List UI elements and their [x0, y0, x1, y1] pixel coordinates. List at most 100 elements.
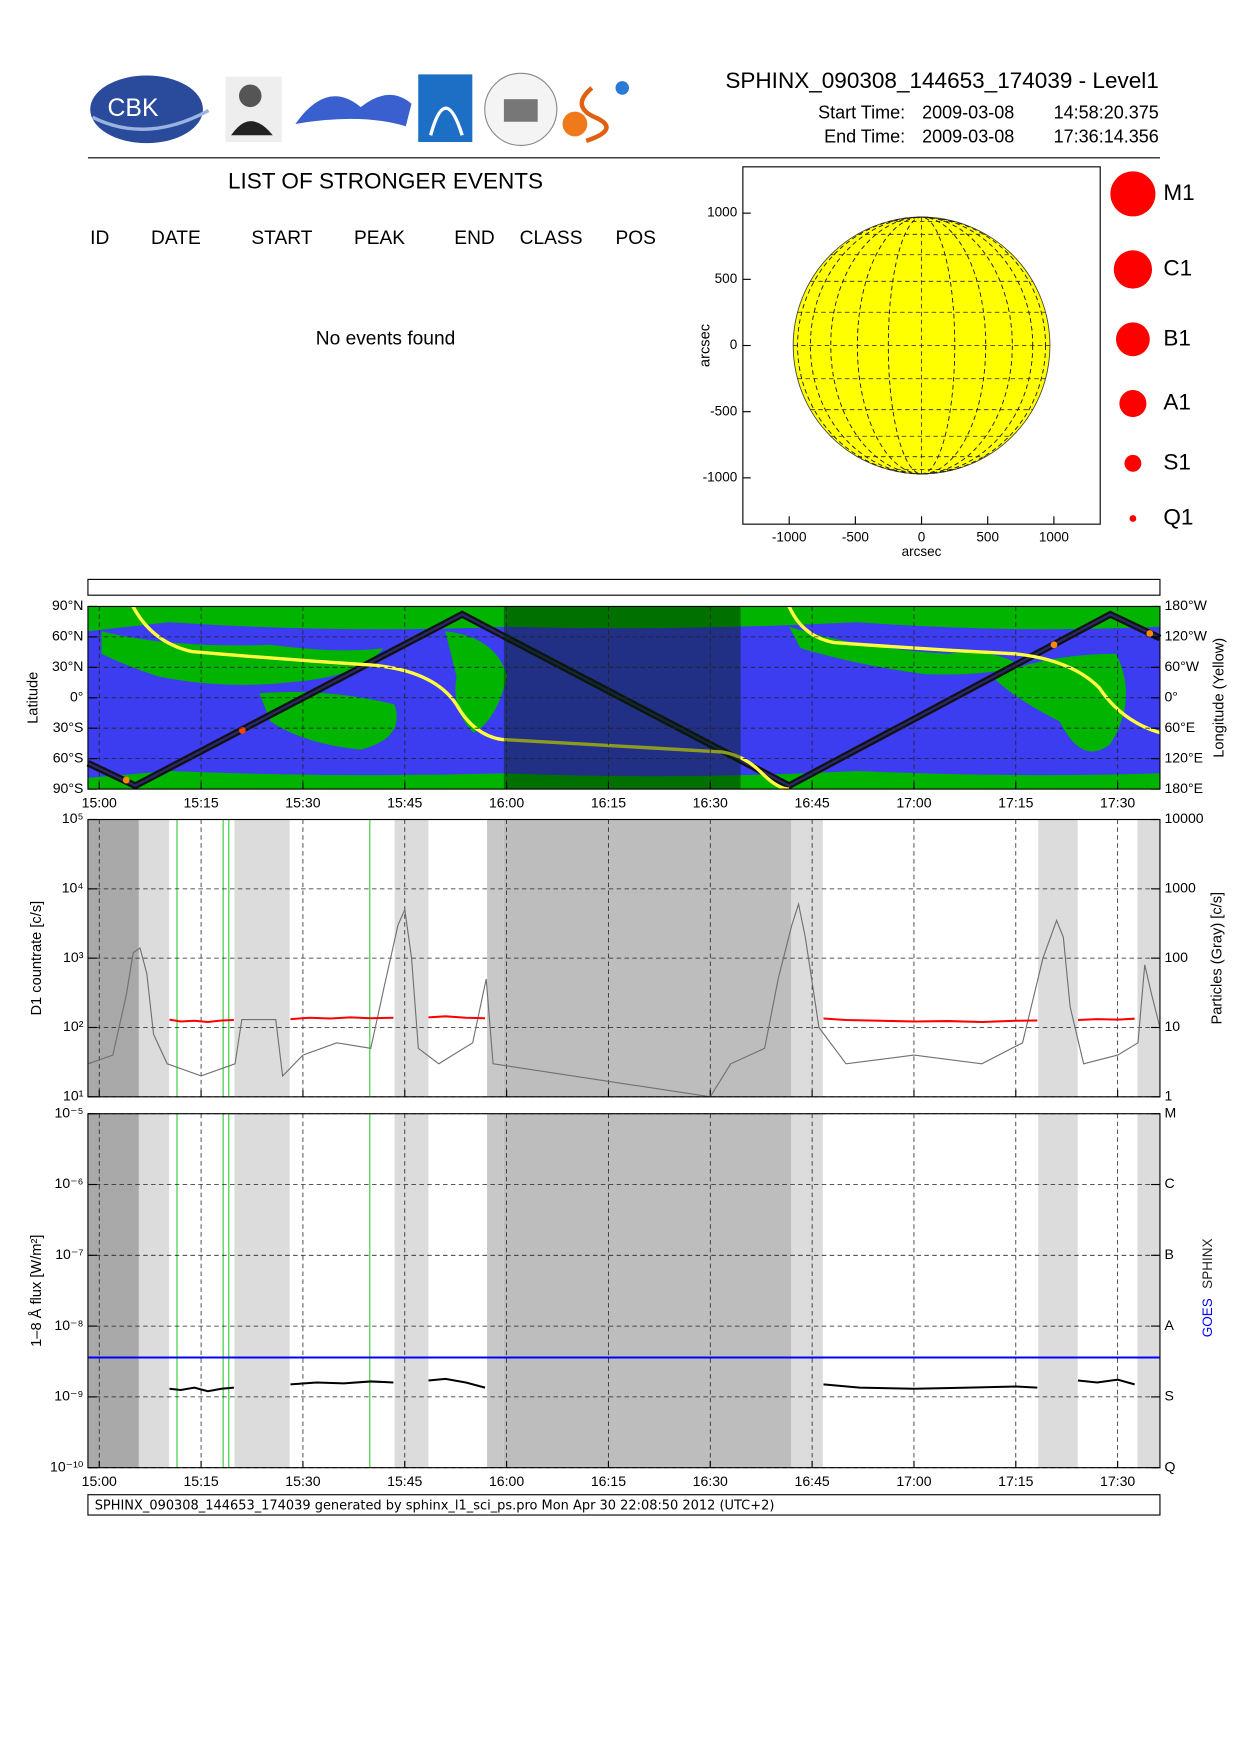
y2-axis-label: Longitude (Yellow): [1212, 638, 1228, 758]
y2-tick-label: 1: [1164, 1088, 1172, 1104]
legend-label: C1: [1163, 255, 1192, 280]
y2-tick-label: 1000: [1164, 880, 1195, 896]
y-axis-label: 1–8 Å flux [W/m²]: [28, 1235, 45, 1347]
y2-tick-label: 100: [1164, 949, 1188, 965]
logo-globe: [615, 81, 630, 95]
y-tick-label: 10⁻¹⁰: [50, 1458, 84, 1474]
shaded-interval: [503, 606, 741, 790]
logo-sun: [562, 111, 588, 137]
legend-symbol: [1110, 171, 1156, 217]
x-tick-label: 16:15: [591, 794, 626, 810]
x-tick-label: 15:30: [285, 794, 320, 810]
shaded-interval: [487, 1113, 504, 1468]
legend-label: A1: [1163, 390, 1191, 415]
meridian: [809, 216, 1034, 475]
shaded-interval: [234, 1113, 290, 1468]
x-tick-label: 16:30: [693, 1473, 728, 1489]
logo-s: [579, 86, 609, 144]
plot-frame: [742, 166, 1101, 525]
logo-head: [238, 84, 262, 108]
land: [445, 631, 508, 733]
track-dot: [1050, 641, 1058, 649]
land: [87, 606, 1160, 632]
x-tick-label: 16:45: [795, 794, 830, 810]
track-dot: [1146, 630, 1154, 637]
logo-arc-line: [428, 106, 464, 136]
y2-tick-label: 10000: [1164, 810, 1203, 826]
y-tick-label: 90°N: [52, 597, 83, 613]
y-tick-label: 10⁻⁹: [54, 1388, 83, 1404]
x-tick-label: 0: [918, 529, 926, 544]
footer: SPHINX_090308_144653_174039 generated by…: [95, 1499, 775, 1514]
y-tick-label: 10²: [63, 1018, 84, 1034]
y2-tick-label: Q: [1164, 1458, 1175, 1474]
x-tick-label: 15:15: [183, 794, 218, 810]
y2-tick-label: 60°E: [1164, 719, 1195, 735]
report-title: SPHINX_090308_144653_174039 - Level1: [725, 68, 1158, 93]
y-tick-label: 60°N: [52, 628, 83, 644]
y-tick-label: 30°N: [52, 658, 83, 674]
meridian: [830, 216, 1013, 475]
y-tick-label: 10⁻⁸: [54, 1317, 83, 1333]
y-tick-label: 1000: [707, 205, 737, 220]
land: [87, 771, 1160, 790]
empty-box: [87, 578, 1161, 596]
events-message: No events found: [316, 328, 456, 349]
y-tick-label: 90°S: [53, 780, 84, 796]
y-tick-label: 10⁻⁶: [55, 1175, 84, 1191]
y2-tick-label: 60°W: [1164, 658, 1199, 674]
column-header: ID: [90, 228, 109, 249]
x-tick-label: 15:00: [82, 794, 117, 810]
series-line: [169, 1015, 1135, 1023]
y2-tick-label: 180°W: [1164, 597, 1207, 613]
plot-frame: [87, 1113, 1161, 1469]
y2-tick-label: A: [1164, 1317, 1174, 1333]
x-tick-label: 500: [976, 529, 999, 544]
y2-tick-label: 10: [1164, 1018, 1180, 1034]
x-tick-label: 15:15: [183, 1473, 218, 1489]
column-header: CLASS: [520, 228, 583, 249]
y-axis-label: Latitude: [26, 672, 42, 724]
y-tick-label: -500: [710, 403, 737, 418]
longitude-curve: [787, 605, 1161, 735]
y-tick-label: 10⁻⁷: [55, 1246, 83, 1262]
y-tick-label: 10⁵: [62, 810, 84, 826]
y2-tick-label: M: [1164, 1104, 1176, 1120]
shaded-interval: [1038, 1113, 1078, 1468]
start-time: 14:58:20.375: [1054, 103, 1159, 123]
legend-symbol: [1113, 250, 1153, 289]
series-name: GOES: [1200, 1298, 1215, 1337]
track-dot: [122, 776, 130, 784]
y2-tick-label: 120°W: [1164, 628, 1207, 644]
legend-symbol: [1115, 322, 1150, 357]
x-tick-label: 16:30: [693, 794, 728, 810]
x-tick-label: 17:00: [896, 794, 931, 810]
start-label: Start Time:: [818, 103, 905, 123]
shaded-interval: [791, 1113, 823, 1468]
x-tick-label: 16:15: [591, 1473, 626, 1489]
track-dot: [238, 727, 246, 734]
shaded-interval: [138, 1113, 170, 1468]
y-tick-label: 10³: [63, 949, 84, 965]
shaded-interval: [1137, 1113, 1160, 1468]
x-tick-label: -500: [842, 529, 869, 544]
y2-tick-label: 180°E: [1164, 780, 1203, 796]
y-tick-label: 60°S: [53, 749, 84, 765]
legend-symbol: [1124, 454, 1142, 472]
logo-mfdi: [295, 94, 412, 127]
events-title: LIST OF STRONGER EVENTS: [228, 169, 543, 194]
logos: CBK: [90, 72, 630, 146]
plot-frame: [87, 818, 1161, 1098]
y-tick-label: 500: [715, 271, 738, 286]
x-tick-label: 15:30: [285, 1473, 320, 1489]
y-tick-label: 0: [730, 337, 738, 352]
x-tick-label: 15:00: [82, 1473, 117, 1489]
x-tick-label: 17:30: [1100, 794, 1135, 810]
logo-swoosh: [91, 108, 210, 131]
logo-body: [231, 121, 273, 136]
shaded-interval: [503, 1113, 792, 1468]
y-axis-label: arcsec: [698, 324, 714, 367]
longitude-curve: [131, 605, 790, 791]
x-tick-label: 16:45: [795, 1473, 830, 1489]
y-axis-label: D1 countrate [c/s]: [29, 901, 45, 1016]
